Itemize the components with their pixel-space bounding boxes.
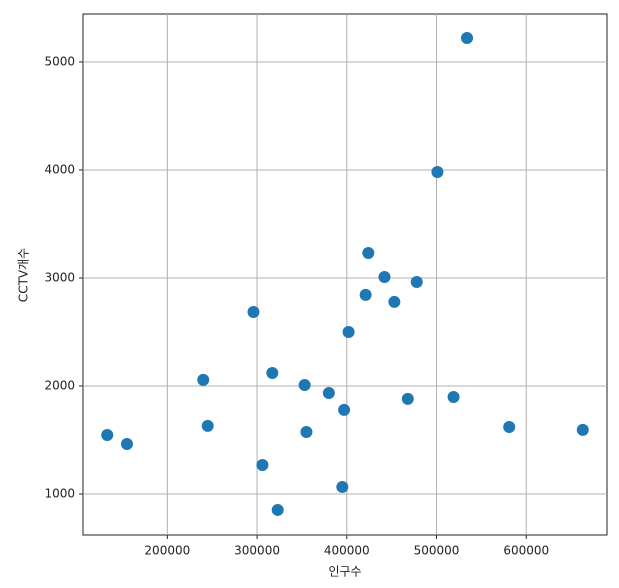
scatter-point <box>247 305 260 318</box>
scatter-point <box>461 31 474 44</box>
y-axis-label: CCTV개수 <box>17 248 31 302</box>
x-tick-label: 600000 <box>503 544 549 558</box>
scatter-point <box>101 428 114 441</box>
scatter-point <box>362 247 375 260</box>
scatter-point <box>298 378 311 391</box>
y-tick-label: 2000 <box>44 378 75 392</box>
scatter-point <box>359 288 372 301</box>
x-tick-label: 200000 <box>144 544 190 558</box>
scatter-point <box>378 270 391 283</box>
x-tick-label: 400000 <box>324 544 370 558</box>
scatter-point <box>266 366 279 379</box>
scatter-point <box>342 325 355 338</box>
scatter-point <box>120 437 133 450</box>
scatter-point <box>256 459 269 472</box>
x-axis-label: 인구수 <box>328 565 361 579</box>
scatter-point <box>388 295 401 308</box>
scatter-point <box>576 423 589 436</box>
scatter-point <box>401 392 414 405</box>
scatter-point <box>197 373 210 386</box>
scatter-point <box>322 386 335 399</box>
x-tick-label: 500000 <box>414 544 460 558</box>
y-tick-label: 5000 <box>44 54 75 68</box>
scatter-point <box>271 503 284 516</box>
plot-frame <box>82 13 608 536</box>
scatter-point <box>503 420 516 433</box>
scatter-point <box>300 425 313 438</box>
scatter-point <box>431 166 444 179</box>
scatter-point <box>201 419 214 432</box>
scatter-point <box>447 390 460 403</box>
scatter-point <box>410 275 423 288</box>
scatter-point <box>338 403 351 416</box>
x-tick-label: 300000 <box>234 544 280 558</box>
y-tick-label: 1000 <box>44 486 75 500</box>
scatter-point <box>336 480 349 493</box>
y-tick-label: 3000 <box>44 270 75 284</box>
y-tick-label: 4000 <box>44 162 75 176</box>
